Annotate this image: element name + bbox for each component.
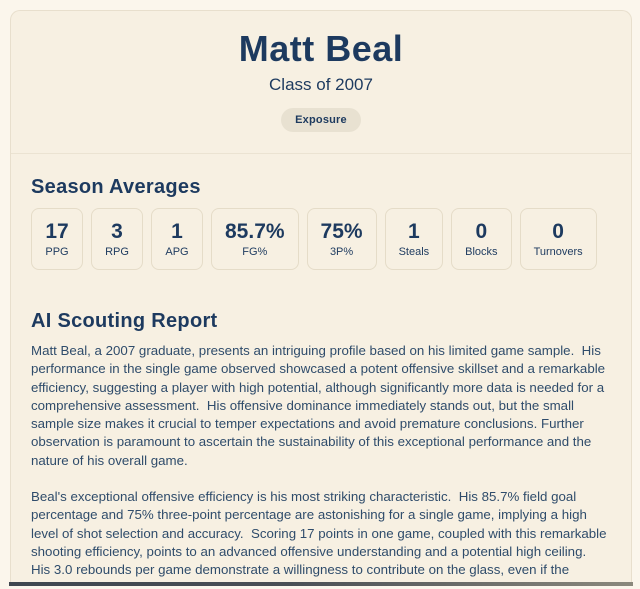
stat-value: 75% bbox=[320, 219, 363, 243]
scouting-report-paragraph-2: Beal's exceptional offensive efficiency … bbox=[31, 489, 607, 583]
stat-card-ppg: 17 PPG bbox=[31, 208, 83, 270]
scouting-report-section: AI Scouting Report Matt Beal, a 2007 gra… bbox=[11, 310, 631, 583]
exposure-badge[interactable]: Exposure bbox=[281, 108, 361, 132]
stat-card-turnovers: 0 Turnovers bbox=[519, 208, 597, 270]
bottom-dark-bar bbox=[9, 582, 633, 586]
stat-card-rpg: 3 RPG bbox=[91, 208, 143, 270]
stat-value: 17 bbox=[45, 219, 69, 243]
stat-label: RPG bbox=[105, 246, 129, 259]
season-stats-row: 17 PPG 3 RPG 1 APG 85.7% FG% 75% 3P% 1 Steals 0 Block… bbox=[31, 208, 611, 270]
stat-card-blocks: 0 Blocks bbox=[451, 208, 512, 270]
stat-value: 85.7% bbox=[225, 219, 285, 243]
stat-label: 3P% bbox=[329, 246, 354, 259]
page-title: Matt Beal bbox=[238, 28, 404, 69]
scouting-report-body: Matt Beal, a 2007 graduate, presents an … bbox=[31, 342, 611, 583]
stat-label: Blocks bbox=[465, 246, 498, 259]
stat-value: 0 bbox=[552, 219, 564, 243]
season-averages-heading: Season Averages bbox=[31, 176, 201, 198]
stat-label: FG% bbox=[242, 246, 268, 259]
scouting-report-heading: AI Scouting Report bbox=[31, 310, 218, 332]
stat-card-apg: 1 APG bbox=[151, 208, 203, 270]
class-of-label: Class of 2007 bbox=[269, 75, 373, 94]
player-profile-card: Matt Beal Class of 2007 Exposure Season … bbox=[10, 10, 632, 583]
header-divider bbox=[11, 153, 631, 154]
stat-label: Steals bbox=[398, 246, 430, 259]
stat-label: PPG bbox=[45, 246, 69, 259]
stat-label: APG bbox=[165, 246, 189, 259]
stat-value: 3 bbox=[111, 219, 123, 243]
scouting-report-paragraph-1: Matt Beal, a 2007 graduate, presents an … bbox=[31, 343, 609, 468]
stat-card-3p: 75% 3P% bbox=[306, 208, 377, 270]
stat-value: 1 bbox=[171, 219, 183, 243]
stat-card-steals: 1 Steals bbox=[384, 208, 444, 270]
stat-value: 1 bbox=[408, 219, 420, 243]
stat-card-fg: 85.7% FG% bbox=[211, 208, 299, 270]
stat-value: 0 bbox=[475, 219, 488, 243]
season-averages-section: Season Averages 17 PPG 3 RPG 1 APG 85.7% FG% 75%… bbox=[11, 176, 631, 270]
profile-header: Matt Beal Class of 2007 Exposure bbox=[11, 11, 631, 132]
stat-label: Turnovers bbox=[533, 246, 583, 259]
